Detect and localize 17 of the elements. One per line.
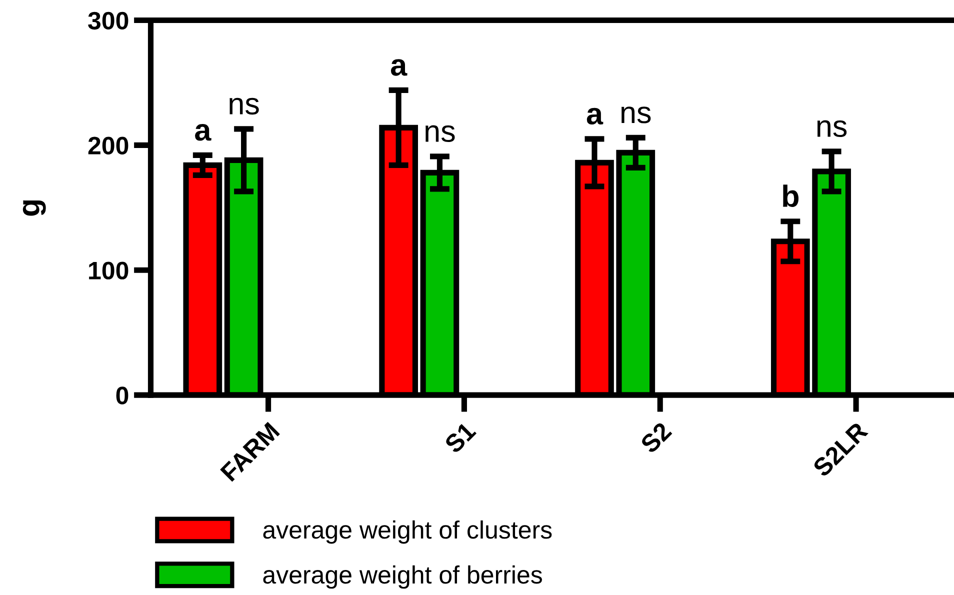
annotation: a: [586, 108, 604, 125]
annotation: ns: [817, 120, 847, 138]
y-tick-label: 200: [88, 136, 128, 154]
annotation: a: [390, 59, 408, 76]
annotation: b: [783, 184, 798, 208]
y-tick-label: 100: [89, 262, 128, 280]
annotation: a: [195, 124, 212, 141]
annotation: ns: [230, 98, 259, 115]
y-tick-label: 0: [116, 386, 128, 404]
y-tick-label: 300: [88, 12, 128, 30]
annotation: ns: [622, 106, 651, 124]
x-tick-label: S1: [444, 421, 477, 454]
legend-label: average weight of clusters: [263, 520, 552, 544]
y-axis-title: g: [22, 200, 46, 216]
legend-label: average weight of berries: [263, 565, 542, 589]
x-tick-label: S2: [639, 421, 672, 454]
annotation: ns: [426, 125, 455, 142]
